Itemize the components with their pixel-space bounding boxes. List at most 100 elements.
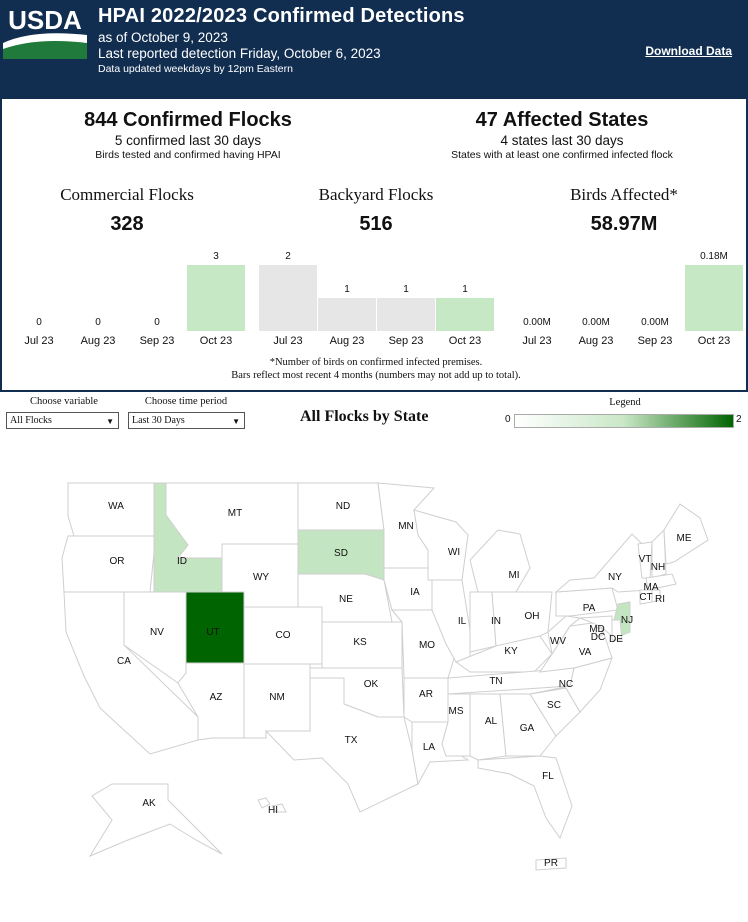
- state-ny[interactable]: [554, 533, 649, 593]
- commercial-value: 328: [110, 213, 144, 235]
- state-label-ca: CA: [117, 656, 131, 667]
- map-title: All Flocks by State: [300, 408, 429, 425]
- state-oh[interactable]: [491, 591, 553, 647]
- x-tick-label: Sep 23: [637, 335, 673, 347]
- backyard-value: 516: [359, 213, 393, 235]
- chevron-down-icon: ▼: [232, 417, 240, 426]
- state-label-mo: MO: [419, 640, 435, 651]
- bar-value-label: 0.00M: [523, 317, 551, 328]
- state-label-ri: RI: [655, 594, 665, 605]
- state-dc[interactable]: [595, 627, 603, 637]
- state-al[interactable]: [469, 693, 507, 761]
- section-divider: [0, 390, 748, 392]
- bar-value-label: 0.18M: [700, 251, 728, 262]
- state-wv[interactable]: [547, 615, 582, 656]
- state-md[interactable]: [579, 615, 613, 638]
- state-label-me: ME: [677, 533, 692, 544]
- chevron-down-icon: ▼: [106, 417, 114, 426]
- state-label-hi: HI: [268, 805, 278, 816]
- state-ar[interactable]: [403, 677, 449, 723]
- footnote-bars: Bars reflect most recent 4 months (numbe…: [231, 370, 521, 381]
- period-select[interactable]: Last 30 Days ▼: [128, 412, 245, 429]
- state-fl[interactable]: [477, 755, 573, 840]
- x-tick-label: Aug 23: [578, 335, 614, 347]
- x-tick-label: Jul 23: [24, 335, 54, 347]
- download-data-link[interactable]: Download Data: [645, 44, 732, 58]
- as-of-date: as of October 9, 2023: [98, 30, 228, 45]
- bar-value-label: 1: [462, 284, 468, 295]
- state-label-sd: SD: [334, 548, 348, 559]
- variable-label: Choose variable: [30, 396, 98, 407]
- bar-oct-23: [685, 265, 743, 331]
- bar-value-label: 0: [154, 317, 160, 328]
- state-label-il: IL: [458, 616, 467, 627]
- variable-select-value: All Flocks: [10, 415, 52, 426]
- state-label-wy: WY: [253, 572, 269, 583]
- state-nh[interactable]: [651, 528, 667, 579]
- state-label-dc: DC: [591, 632, 605, 643]
- period-label: Choose time period: [144, 396, 228, 407]
- state-label-ne: NE: [339, 594, 353, 605]
- bar-value-label: 0.00M: [641, 317, 669, 328]
- variable-select[interactable]: All Flocks ▼: [6, 412, 119, 429]
- state-ma[interactable]: [645, 573, 677, 591]
- state-ri[interactable]: [651, 589, 661, 603]
- summary-panel: 844 Confirmed Flocks 5 confirmed last 30…: [0, 99, 748, 390]
- state-label-nh: NH: [651, 562, 665, 573]
- x-tick-label: Aug 23: [80, 335, 116, 347]
- page-title: HPAI 2022/2023 Confirmed Detections: [98, 5, 465, 27]
- state-ak[interactable]: [88, 783, 223, 858]
- state-label-nv: NV: [150, 627, 164, 638]
- state-label-ga: GA: [520, 723, 535, 734]
- bar-value-label: 1: [344, 284, 350, 295]
- state-ga[interactable]: [499, 693, 557, 757]
- backyard-title: Backyard Flocks: [318, 185, 434, 204]
- state-label-de: DE: [609, 634, 623, 645]
- state-mi[interactable]: [469, 529, 531, 593]
- kpi-states-recent: 4 states last 30 days: [500, 133, 624, 148]
- state-nc[interactable]: [529, 657, 613, 713]
- bar-oct-23: [187, 265, 245, 331]
- state-me[interactable]: [663, 503, 709, 565]
- x-tick-label: Jul 23: [273, 335, 303, 347]
- header-banner: USDA HPAI 2022/2023 Confirmed Detections…: [0, 0, 748, 99]
- bar-oct-23: [436, 298, 494, 331]
- state-tx[interactable]: [264, 677, 419, 813]
- state-label-va: VA: [579, 647, 592, 658]
- state-label-al: AL: [485, 716, 498, 727]
- bar-value-label: 0: [95, 317, 101, 328]
- state-label-nm: NM: [269, 692, 285, 703]
- state-label-ia: IA: [410, 587, 420, 598]
- x-tick-label: Oct 23: [448, 335, 482, 347]
- state-label-oh: OH: [525, 611, 540, 622]
- x-tick-label: Aug 23: [329, 335, 365, 347]
- state-label-pr: PR: [544, 858, 558, 869]
- state-label-id: ID: [177, 556, 187, 567]
- state-hi[interactable]: [257, 797, 287, 813]
- state-label-mn: MN: [398, 521, 414, 532]
- backyard-bar-chart: 2 Jul 23 1 Aug 23 1 Sep 23 1 Oct 23: [259, 245, 495, 353]
- state-pr[interactable]: [535, 857, 567, 871]
- period-select-value: Last 30 Days: [132, 415, 185, 426]
- state-label-ok: OK: [364, 679, 379, 690]
- state-or[interactable]: [61, 535, 155, 593]
- state-label-ut: UT: [206, 627, 219, 638]
- bar-value-label: 3: [213, 251, 219, 262]
- x-tick-label: Sep 23: [388, 335, 424, 347]
- kpi-states-total: 47 Affected States: [475, 109, 649, 131]
- kpi-flocks-total: 844 Confirmed Flocks: [84, 109, 292, 131]
- legend-title: Legend: [609, 397, 641, 408]
- state-label-in: IN: [491, 616, 501, 627]
- state-label-mt: MT: [228, 508, 242, 519]
- bar-value-label: 0.00M: [582, 317, 610, 328]
- x-tick-label: Jul 23: [522, 335, 552, 347]
- state-label-nd: ND: [336, 501, 350, 512]
- us-state-map: WA OR CA ID NV MT WY UT AZ CO NM ND SD NE KS OK TX MN IA MO…: [0, 440, 748, 922]
- bar-value-label: 1: [403, 284, 409, 295]
- state-label-co: CO: [276, 630, 291, 641]
- state-label-nc: NC: [559, 679, 573, 690]
- state-label-ma: MA: [644, 582, 659, 593]
- legend-min: 0: [505, 414, 511, 425]
- state-label-md: MD: [589, 624, 605, 635]
- state-label-nj: NJ: [621, 615, 633, 626]
